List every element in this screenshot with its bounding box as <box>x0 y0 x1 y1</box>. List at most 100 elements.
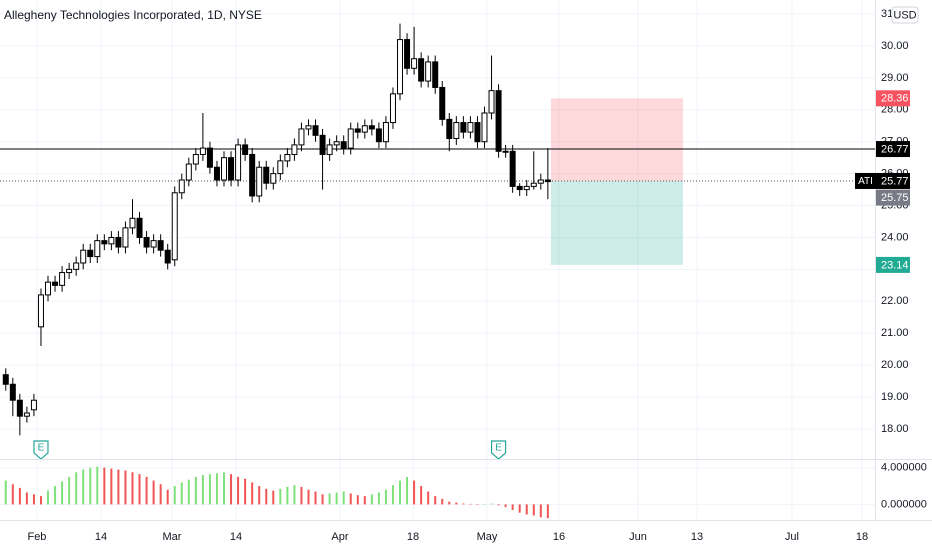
symbol-tag <box>855 172 876 189</box>
histogram-bar <box>497 504 500 506</box>
candle-body <box>375 128 382 143</box>
histogram-bar <box>230 474 233 505</box>
price-tag <box>876 90 910 107</box>
histogram-bar <box>124 470 127 505</box>
histogram-bar <box>208 474 211 505</box>
histogram-bar <box>363 496 366 505</box>
price-tag-label: 25.77 <box>881 175 909 187</box>
candle-body <box>495 90 502 152</box>
candle-body <box>467 122 474 133</box>
x-tick-label: May <box>477 531 498 543</box>
candle-body <box>530 182 537 187</box>
histogram-bar <box>342 491 345 505</box>
histogram-bar <box>131 472 134 505</box>
histogram-bar <box>511 504 514 510</box>
y-tick-label: 24.00 <box>881 231 909 243</box>
candle-body <box>397 39 404 95</box>
candle-body <box>453 122 460 140</box>
histogram-bar <box>11 484 14 505</box>
candle-body <box>312 125 319 136</box>
candle-body <box>340 141 347 149</box>
histogram-bar <box>173 486 176 505</box>
histogram-bar <box>448 501 451 505</box>
histogram-bar <box>279 488 282 505</box>
candle-body <box>115 236 122 248</box>
histogram-bar <box>384 489 387 505</box>
y-tick-label: 22.00 <box>881 295 909 307</box>
histogram-bar <box>54 486 57 505</box>
candle-body <box>481 112 488 143</box>
histogram-bar <box>377 492 380 505</box>
histogram-bar <box>546 504 549 519</box>
currency-button[interactable] <box>891 6 919 24</box>
target-zone <box>550 98 683 181</box>
candle-body <box>73 262 80 270</box>
histogram-bar <box>39 496 42 505</box>
histogram-bar <box>68 476 71 505</box>
candle-body <box>221 157 228 181</box>
y-tick-label: 21.00 <box>881 327 909 339</box>
x-tick-label: Apr <box>331 531 348 543</box>
candle-body <box>544 179 551 183</box>
histogram-bar <box>32 494 35 505</box>
candle-body <box>136 217 143 238</box>
earnings-marker <box>490 440 507 460</box>
histogram-bar <box>539 504 542 518</box>
candle-body <box>474 122 481 143</box>
histogram-bar <box>525 504 528 515</box>
histogram-bar <box>237 476 240 505</box>
candle-body <box>37 294 44 328</box>
currency-label[interactable]: USD <box>893 9 916 21</box>
histogram-bar <box>145 476 148 505</box>
x-tick-label: 14 <box>95 531 107 543</box>
histogram-bar <box>152 480 155 505</box>
price-tag <box>876 172 910 189</box>
histogram-bar <box>18 487 21 505</box>
histogram-bar <box>286 486 289 505</box>
candle-body <box>101 240 108 245</box>
candle-body <box>94 240 101 258</box>
candle-body <box>143 236 150 248</box>
candle-body <box>326 144 333 155</box>
candle-body <box>389 93 396 124</box>
histogram-bar <box>399 480 402 505</box>
candle-body <box>439 86 446 120</box>
candle-body <box>516 185 523 191</box>
y-tick-label: 29.00 <box>881 72 909 84</box>
candle-body <box>523 185 530 191</box>
candle-body <box>446 118 453 140</box>
histogram-bar <box>166 489 169 505</box>
y-tick-label: 28.00 <box>881 104 909 116</box>
x-tick-label: Feb <box>27 531 46 543</box>
histogram-bar <box>504 504 507 508</box>
y-tick-label: 0.000000 <box>881 498 927 510</box>
candle-body <box>537 179 544 184</box>
y-tick-label: 4.000000 <box>881 462 927 474</box>
histogram-bar <box>391 485 394 505</box>
histogram-bar <box>483 504 486 505</box>
x-tick-label: Jun <box>629 531 647 543</box>
symbol-tag-label: ATI <box>858 176 873 187</box>
earnings-marker <box>33 440 49 460</box>
candle-body <box>418 58 425 82</box>
histogram-bar <box>61 481 64 505</box>
candle-body <box>249 153 256 197</box>
histogram-bar <box>518 504 521 513</box>
x-tick-label: Mar <box>163 531 182 543</box>
candle-body <box>2 374 9 385</box>
x-tick-label: 13 <box>691 531 703 543</box>
price-tag <box>876 141 910 158</box>
candle-body <box>277 160 284 175</box>
candle-body <box>488 90 495 114</box>
histogram-bar <box>244 478 247 505</box>
candle-body <box>368 125 375 130</box>
x-tick-label: Jul <box>785 531 799 543</box>
candle-body <box>122 227 129 248</box>
histogram-bar <box>201 475 204 505</box>
candle-body <box>509 150 516 187</box>
candle-body <box>129 217 136 229</box>
candle-body <box>192 153 199 165</box>
price-tag-label: 23.14 <box>881 259 909 271</box>
price-tag-label: 28.36 <box>881 93 909 105</box>
